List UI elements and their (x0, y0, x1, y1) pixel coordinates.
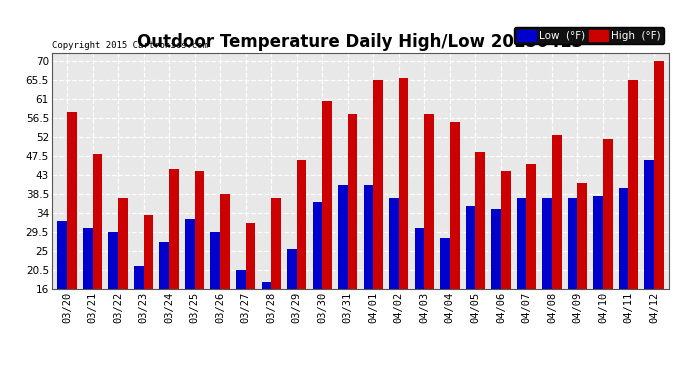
Bar (313, 202, 322, 289)
Bar (210, 232, 220, 289)
Legend: Low  (°F), High  (°F): Low (°F), High (°F) (514, 27, 664, 44)
Text: Copyright 2015 Cartronics.com: Copyright 2015 Cartronics.com (52, 41, 208, 50)
Bar (619, 188, 629, 289)
Bar (195, 171, 204, 289)
Bar (92, 154, 102, 289)
Bar (246, 224, 255, 289)
Bar (593, 196, 603, 289)
Bar (517, 198, 526, 289)
Bar (475, 152, 485, 289)
Bar (297, 160, 306, 289)
Bar (578, 183, 587, 289)
Bar (287, 249, 297, 289)
Bar (501, 171, 511, 289)
Bar (144, 215, 153, 289)
Bar (271, 198, 281, 289)
Bar (466, 207, 475, 289)
Bar (134, 266, 144, 289)
Bar (220, 194, 230, 289)
Bar (399, 78, 408, 289)
Bar (526, 164, 536, 289)
Bar (644, 160, 654, 289)
Bar (57, 221, 67, 289)
Bar (654, 61, 664, 289)
Bar (389, 198, 399, 289)
Bar (185, 219, 195, 289)
Title: Outdoor Temperature Daily High/Low 20150413: Outdoor Temperature Daily High/Low 20150… (137, 33, 584, 51)
Bar (338, 185, 348, 289)
Bar (440, 238, 450, 289)
Bar (67, 112, 77, 289)
Bar (348, 114, 357, 289)
Bar (118, 198, 128, 289)
Bar (364, 185, 373, 289)
Bar (542, 198, 552, 289)
Bar (603, 139, 613, 289)
Bar (491, 209, 501, 289)
Bar (552, 135, 562, 289)
Bar (373, 80, 383, 289)
Bar (322, 101, 332, 289)
Bar (415, 228, 424, 289)
Bar (159, 242, 169, 289)
Bar (169, 168, 179, 289)
Bar (108, 232, 118, 289)
Bar (236, 270, 246, 289)
Bar (629, 80, 638, 289)
Bar (83, 228, 92, 289)
Bar (450, 122, 460, 289)
Bar (424, 114, 434, 289)
Bar (262, 282, 271, 289)
Bar (568, 198, 578, 289)
